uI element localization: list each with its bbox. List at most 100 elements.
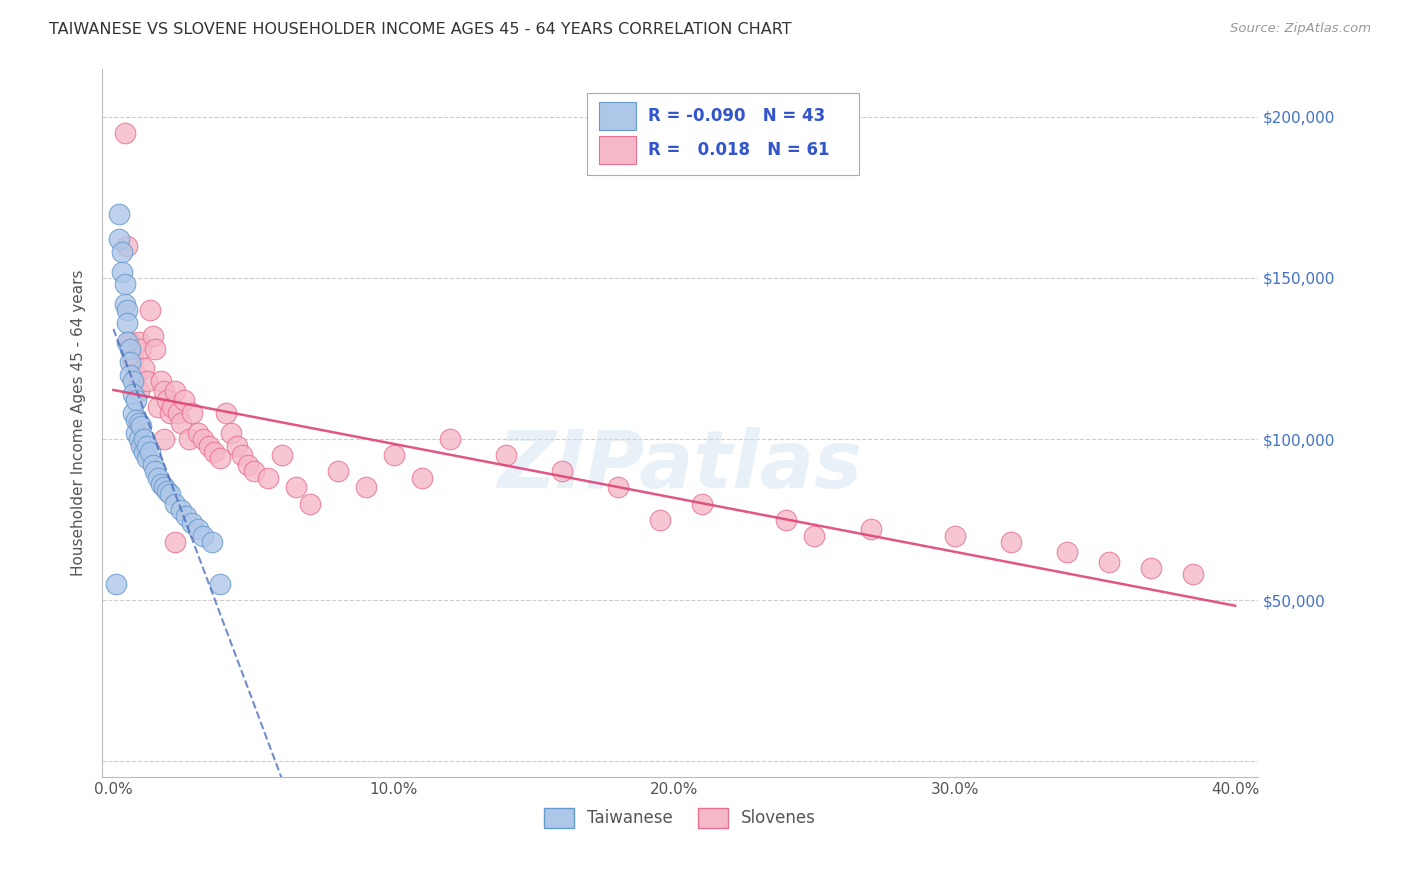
Point	[120, 342, 142, 356]
Point	[170, 416, 193, 430]
Point	[148, 400, 170, 414]
Point	[298, 497, 321, 511]
Point	[156, 483, 179, 498]
Point	[134, 361, 156, 376]
Point	[117, 316, 139, 330]
Point	[125, 393, 148, 408]
Point	[148, 471, 170, 485]
Point	[165, 497, 187, 511]
Point	[1000, 535, 1022, 549]
Point	[859, 522, 882, 536]
Point	[775, 513, 797, 527]
Point	[136, 438, 159, 452]
Point	[114, 277, 136, 292]
Point	[150, 374, 173, 388]
Bar	[599, 136, 636, 164]
Point	[122, 374, 145, 388]
Point	[803, 529, 825, 543]
Point	[219, 425, 242, 440]
Text: ZIPatlas: ZIPatlas	[498, 426, 862, 505]
Point	[139, 445, 162, 459]
Text: Source: ZipAtlas.com: Source: ZipAtlas.com	[1230, 22, 1371, 36]
Point	[159, 487, 181, 501]
Point	[551, 464, 574, 478]
Point	[650, 513, 672, 527]
Point	[208, 577, 231, 591]
Point	[208, 451, 231, 466]
Point	[111, 264, 134, 278]
Point	[117, 335, 139, 350]
Point	[145, 342, 167, 356]
Point	[1140, 561, 1163, 575]
Point	[225, 438, 247, 452]
Point	[136, 451, 159, 466]
Point	[114, 297, 136, 311]
Point	[197, 438, 219, 452]
Point	[214, 406, 236, 420]
Point	[122, 351, 145, 366]
Point	[142, 458, 165, 472]
Point	[105, 577, 128, 591]
Point	[134, 445, 156, 459]
Point	[165, 535, 187, 549]
Point	[176, 509, 198, 524]
Point	[122, 387, 145, 401]
Point	[142, 329, 165, 343]
Point	[943, 529, 966, 543]
Point	[187, 425, 209, 440]
Point	[191, 432, 214, 446]
Point	[136, 374, 159, 388]
Point	[125, 425, 148, 440]
Point	[128, 432, 150, 446]
Point	[167, 406, 190, 420]
Point	[111, 245, 134, 260]
Point	[354, 480, 377, 494]
Point	[607, 480, 630, 494]
Point	[131, 342, 153, 356]
Point	[170, 503, 193, 517]
Point	[128, 384, 150, 398]
Point	[125, 413, 148, 427]
Point	[236, 458, 259, 472]
Text: R = -0.090   N = 43: R = -0.090 N = 43	[648, 107, 825, 125]
Point	[173, 393, 195, 408]
Point	[153, 432, 176, 446]
Point	[256, 471, 278, 485]
Point	[495, 448, 517, 462]
Point	[131, 419, 153, 434]
Point	[382, 448, 405, 462]
Point	[179, 432, 201, 446]
Point	[120, 355, 142, 369]
Point	[128, 335, 150, 350]
Point	[122, 406, 145, 420]
Point	[145, 464, 167, 478]
Point	[114, 126, 136, 140]
Point	[153, 384, 176, 398]
Point	[117, 239, 139, 253]
Point	[242, 464, 264, 478]
Point	[1098, 555, 1121, 569]
Point	[692, 497, 714, 511]
Point	[187, 522, 209, 536]
Point	[270, 448, 292, 462]
Point	[181, 406, 204, 420]
Point	[153, 480, 176, 494]
Point	[1056, 545, 1078, 559]
Point	[120, 335, 142, 350]
Point	[150, 477, 173, 491]
Text: TAIWANESE VS SLOVENE HOUSEHOLDER INCOME AGES 45 - 64 YEARS CORRELATION CHART: TAIWANESE VS SLOVENE HOUSEHOLDER INCOME …	[49, 22, 792, 37]
Point	[134, 432, 156, 446]
FancyBboxPatch shape	[588, 94, 859, 175]
Point	[231, 448, 253, 462]
Legend: Taiwanese, Slovenes: Taiwanese, Slovenes	[537, 802, 823, 834]
Point	[159, 406, 181, 420]
Point	[284, 480, 307, 494]
Point	[411, 471, 433, 485]
Point	[117, 303, 139, 318]
Point	[1182, 567, 1205, 582]
Point	[439, 432, 461, 446]
Point	[108, 206, 131, 220]
Bar	[599, 102, 636, 130]
Point	[326, 464, 349, 478]
Point	[165, 384, 187, 398]
